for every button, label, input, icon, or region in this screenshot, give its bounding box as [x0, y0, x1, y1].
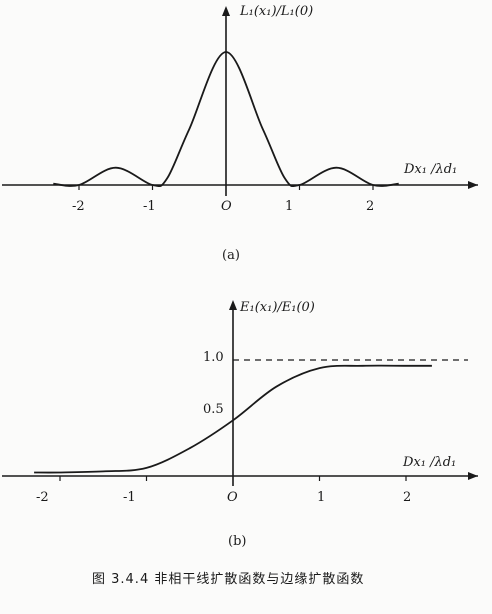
figure-caption: 图 3.4.4 非相干线扩散函数与边缘扩散函数 — [92, 572, 365, 587]
panel-b-ytick: 1.0 — [203, 350, 224, 365]
panel-b-curve — [34, 364, 432, 474]
panel-a-xlabel: Dx₁ /λd₁ — [404, 162, 458, 177]
panel-a-xtick: 1 — [285, 199, 294, 214]
panel-a-y-axis-arrow — [222, 6, 230, 16]
panel-a-xtick: O — [221, 199, 232, 214]
panel-a-xtick: 2 — [366, 199, 375, 214]
panel-a-plot — [2, 6, 478, 196]
panel-b-plot — [2, 300, 478, 486]
panel-b-xtick: O — [227, 490, 238, 505]
panel-a-ylabel: L₁(x₁)/L₁(0) — [240, 4, 314, 19]
panel-b-ytick: 0.5 — [203, 402, 224, 417]
panel-a-curve — [53, 51, 399, 188]
panel-b-ylabel: E₁(x₁)/E₁(0) — [240, 300, 315, 315]
panel-b-x-axis-arrow — [468, 472, 478, 480]
panel-b-xlabel: Dx₁ /λd₁ — [403, 455, 457, 470]
panel-b-xtick: -1 — [123, 490, 136, 505]
panel-a-xtick: -2 — [72, 199, 85, 214]
panel-b-tag: (b) — [228, 534, 247, 549]
panel-b-xtick: -2 — [36, 490, 49, 505]
panel-b-xtick: 2 — [403, 490, 412, 505]
panel-a-x-axis-arrow — [468, 181, 478, 189]
panel-a-tag: (a) — [222, 248, 240, 263]
panel-b-xtick: 1 — [317, 490, 326, 505]
panel-b-y-axis-arrow — [229, 300, 237, 310]
panel-a-xtick: -1 — [143, 199, 156, 214]
